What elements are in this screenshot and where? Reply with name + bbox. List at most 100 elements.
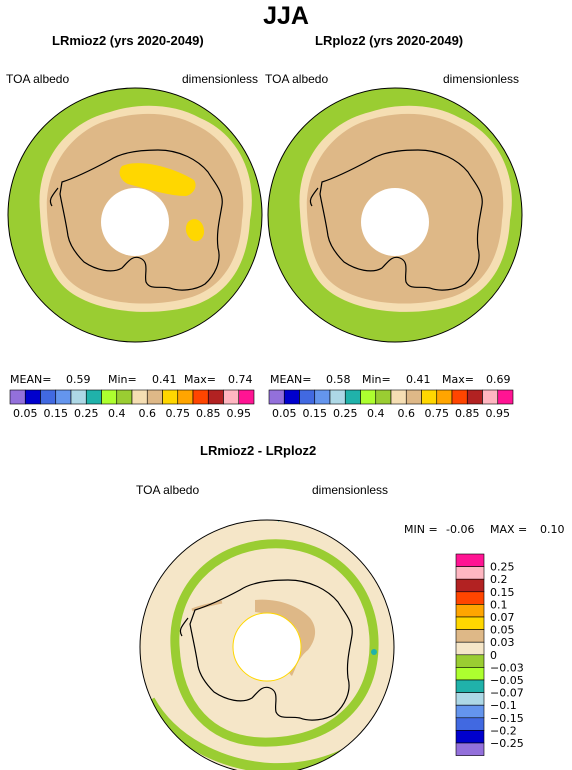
panel2-colorbar-box [390, 389, 407, 405]
difference-legend-box [455, 629, 485, 643]
panel1-colorbar-box [238, 389, 255, 405]
panel1-mean-label: MEAN= [10, 373, 52, 386]
panel2-colorbar-box [466, 389, 483, 405]
panel2-colorbar-box [405, 389, 422, 405]
season-title: JJA [263, 2, 309, 30]
panel1-colorbar-tick-label: 0.85 [196, 407, 221, 420]
panel1-colorbar-box [9, 389, 26, 405]
difference-legend-label: −0.2 [490, 724, 517, 737]
panel2-colorbar-box [436, 389, 453, 405]
panel2-colorbar-tick-label: 0.25 [333, 407, 358, 420]
panel2-peninsula-line [309, 187, 319, 207]
difference-legend-box [455, 742, 485, 756]
panel1-colorbar-box [70, 389, 87, 405]
panel2-max-value: 0.69 [486, 373, 511, 386]
difference-max-value: 0.10 [540, 523, 565, 536]
panel1-mean-value: 0.59 [66, 373, 91, 386]
difference-legend-box [455, 616, 485, 630]
difference-legend-label: 0.03 [490, 636, 515, 649]
panel1-yellow-patch-b [185, 219, 205, 242]
panel2-mean-label: MEAN= [270, 373, 312, 386]
panel2-colorbar-box [344, 389, 361, 405]
panel1-colorbar-box [85, 389, 102, 405]
difference-legend-box [455, 578, 485, 593]
panel2-map-border [267, 87, 523, 343]
difference-legend-label: 0.07 [490, 611, 515, 624]
panel2-colorbar-box [283, 389, 300, 405]
panel2-min-label: Min= [362, 373, 391, 386]
panel1-pole-hole [101, 188, 169, 256]
difference-legend-box [455, 641, 485, 656]
panel1-max-label: Max= [184, 373, 216, 386]
difference-legend-box [455, 704, 485, 719]
panel1-colorbar-tick-label: 0.75 [166, 407, 191, 420]
difference-max-label: MAX = [490, 523, 528, 536]
difference-legend-label: 0.2 [490, 573, 508, 586]
difference-map [140, 520, 394, 770]
panel1-peninsula-line [49, 187, 59, 207]
difference-legend-box [455, 566, 485, 580]
panel1-colorbar-box [146, 389, 163, 405]
panel2-colorbar-box [497, 389, 514, 405]
panel2-title: LRploz2 (yrs 2020-2049) [315, 33, 464, 48]
panel1-antarctica-coastline [59, 149, 223, 291]
difference-legend-box [455, 667, 485, 681]
panel1-colorbar-box [55, 389, 72, 405]
panel2-colorbar-box [299, 389, 316, 405]
panel2-colorbar-tick-label: 0.6 [398, 407, 416, 420]
difference-legend-box [455, 604, 485, 618]
panel1-colorbar-tick-label: 0.6 [139, 407, 157, 420]
panel1-colorbar-box [192, 389, 209, 405]
panel2-antarctica-coastline [319, 149, 483, 291]
difference-legend-label: −0.03 [490, 661, 524, 674]
panel2-min-value: 0.41 [406, 373, 431, 386]
panel1-colorbar-tick-label: 0.4 [108, 407, 126, 420]
panel1-colorbar-box [101, 389, 118, 405]
panel1-colorbar-tick-label: 0.25 [74, 407, 99, 420]
panel1-colorbar-box [177, 389, 194, 405]
panel2-colorbar-box [268, 389, 285, 405]
difference-legend-box [455, 717, 485, 731]
panel2-colorbar-tick-label: 0.05 [272, 407, 297, 420]
difference-legend-box [455, 591, 485, 605]
panel2-colorbar-tick-label: 0.75 [425, 407, 450, 420]
difference-teal-patch [251, 520, 282, 522]
difference-teal-dot [371, 649, 377, 655]
panel1-map-border [7, 87, 263, 343]
panel2-colorbar-box [482, 389, 499, 405]
difference-variable-label: TOA albedo [136, 483, 200, 497]
panel2-colorbar: 0.05 0.15 0.25 0.4 0.6 0.75 0.85 0.95 [268, 389, 514, 420]
panel2-map [268, 88, 522, 342]
difference-antarctica-coastline [189, 579, 353, 721]
difference-min-value: -0.06 [446, 523, 475, 536]
difference-ice-edge-ring [170, 539, 379, 747]
difference-peninsula-line [179, 617, 189, 637]
panel2-colorbar-tick-label: 0.95 [486, 407, 511, 420]
panel1-colorbar-box [131, 389, 148, 405]
panel1-min-value: 0.41 [152, 373, 177, 386]
difference-legend-label: −0.1 [490, 699, 517, 712]
panel1-colorbar-box [207, 389, 224, 405]
difference-pole-hole [232, 612, 302, 682]
panel1-colorbar-box [223, 389, 240, 405]
difference-legend-label: −0.25 [490, 737, 524, 750]
difference-positive-interior [255, 599, 316, 676]
difference-legend-box [455, 679, 485, 693]
panel1-yellow-patch-a [119, 163, 196, 196]
panel1-colorbar-box [116, 389, 133, 405]
difference-legend-label: 0.25 [490, 561, 515, 574]
panel1-variable-label: TOA albedo [6, 72, 70, 86]
panel1-colorbar-box [24, 389, 41, 405]
difference-legend-label: −0.07 [490, 687, 524, 700]
difference-legend-label: 0.15 [490, 586, 515, 599]
panel2-colorbar-box [451, 389, 468, 405]
difference-units-label: dimensionless [312, 483, 389, 497]
difference-legend-box [455, 730, 485, 744]
panel1-colorbar-tick-label: 0.15 [44, 407, 69, 420]
panel2-mean-value: 0.58 [326, 373, 351, 386]
panel1-units-label: dimensionless [182, 72, 259, 86]
difference-legend-label: 0.05 [490, 624, 515, 637]
panel1-colorbar-tick-label: 0.95 [227, 407, 252, 420]
